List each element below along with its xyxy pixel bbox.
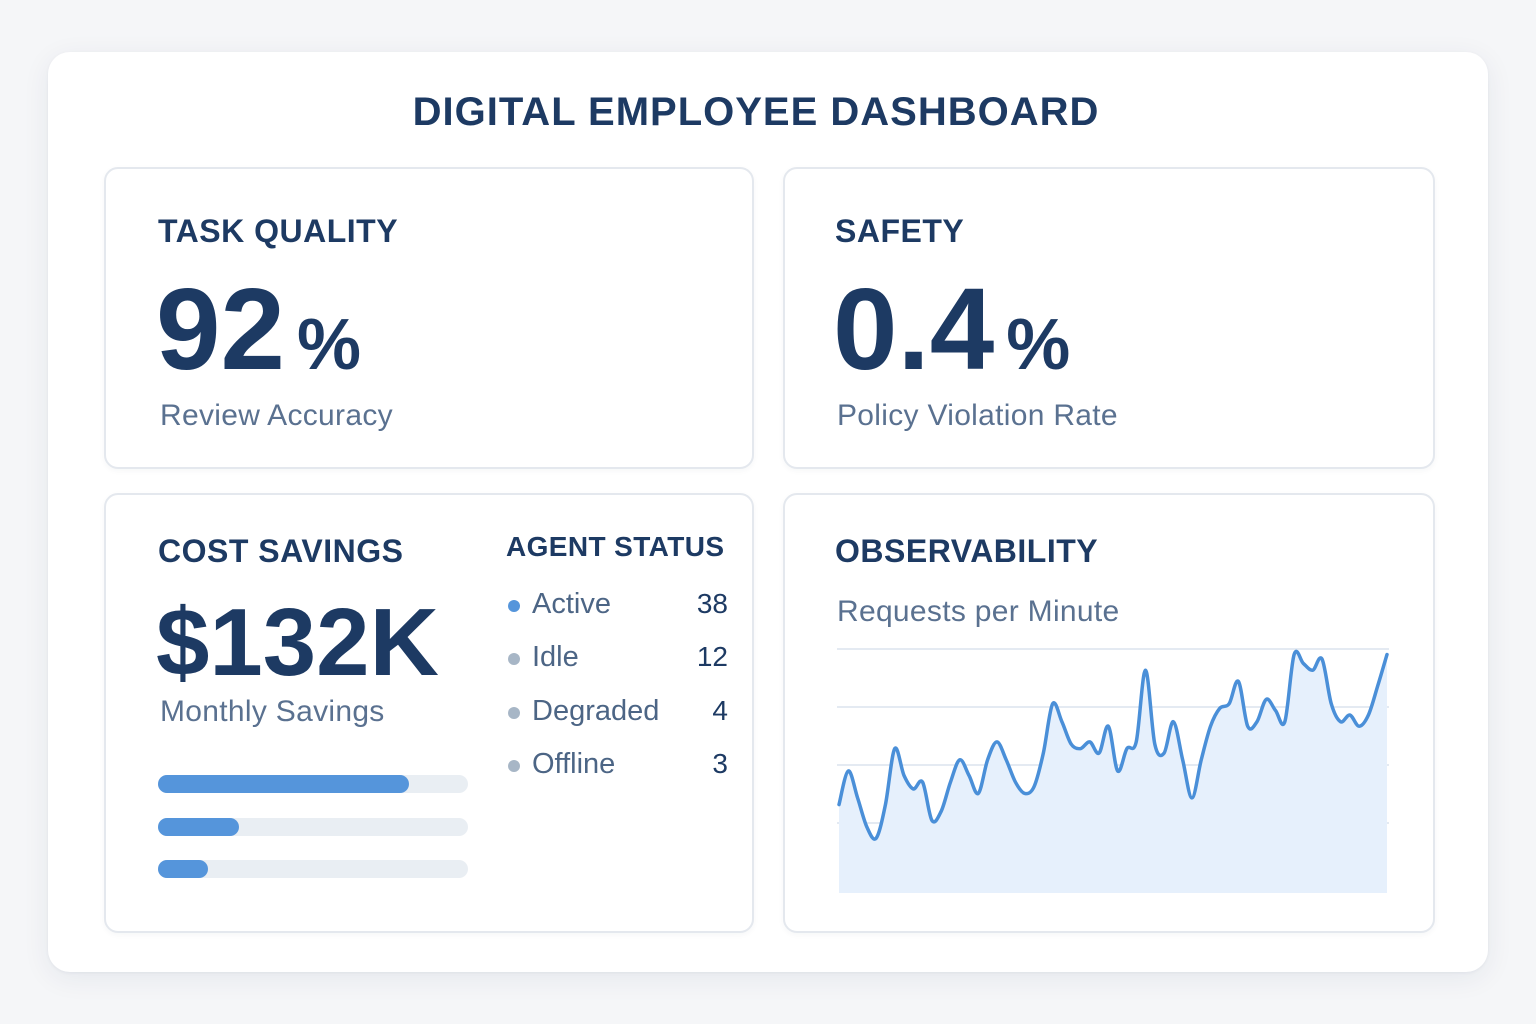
agent-status-title: AGENT STATUS: [506, 531, 725, 562]
status-label: Degraded: [532, 695, 660, 727]
cost-savings-title: COST SAVINGS: [158, 533, 404, 569]
status-dot-icon: [508, 653, 520, 665]
chart-series-line: [837, 649, 1389, 841]
status-dot-icon: [508, 600, 520, 612]
cost-savings-card[interactable]: COST SAVINGS $132K Monthly Savings AGENT…: [104, 493, 754, 933]
safety-number: 0.4: [833, 264, 995, 394]
savings-bar-2-fill: [158, 818, 239, 836]
savings-bar-2: [158, 818, 468, 836]
task-quality-title: TASK QUALITY: [158, 213, 399, 249]
safety-unit: %: [1006, 305, 1071, 385]
status-dot-icon: [508, 760, 520, 772]
savings-bar-1: [158, 775, 468, 793]
requests-chart: [837, 648, 1389, 893]
agent-status-offline[interactable]: Offline 3: [506, 746, 728, 786]
status-count: 38: [696, 588, 728, 619]
task-quality-number: 92: [156, 264, 286, 394]
safety-value: 0.4%: [833, 269, 1070, 405]
status-count: 3: [712, 748, 728, 779]
safety-card[interactable]: SAFETY 0.4% Policy Violation Rate: [783, 167, 1435, 469]
task-quality-value: 92%: [156, 269, 361, 405]
status-dot-icon: [508, 707, 520, 719]
savings-bar-3: [158, 860, 468, 878]
agent-status-active[interactable]: Active 38: [506, 586, 728, 626]
task-quality-caption: Review Accuracy: [160, 399, 393, 432]
agent-status-degraded[interactable]: Degraded 4: [506, 693, 728, 733]
status-label: Idle: [532, 641, 579, 673]
chart-area-fill: [839, 651, 1387, 893]
savings-bar-1-fill: [158, 775, 410, 793]
task-quality-card[interactable]: TASK QUALITY 92% Review Accuracy: [104, 167, 754, 469]
dashboard-title: DIGITAL EMPLOYEE DASHBOARD: [412, 90, 1100, 134]
status-count: 4: [712, 695, 728, 726]
observability-subtitle: Requests per Minute: [837, 595, 1120, 628]
status-label: Offline: [532, 748, 616, 780]
cost-savings-value: $132K: [156, 589, 439, 696]
safety-title: SAFETY: [835, 213, 965, 249]
task-quality-unit: %: [297, 305, 362, 385]
observability-card[interactable]: OBSERVABILITY Requests per Minute: [783, 493, 1435, 933]
agent-status-panel: AGENT STATUS Active 38 Idle 12 Degraded …: [506, 531, 728, 831]
safety-caption: Policy Violation Rate: [837, 399, 1118, 432]
status-count: 12: [696, 641, 728, 672]
status-label: Active: [532, 588, 611, 620]
agent-status-idle[interactable]: Idle 12: [506, 639, 728, 679]
cost-savings-caption: Monthly Savings: [160, 695, 385, 728]
observability-title: OBSERVABILITY: [835, 533, 1099, 569]
savings-bar-3-fill: [158, 860, 208, 878]
